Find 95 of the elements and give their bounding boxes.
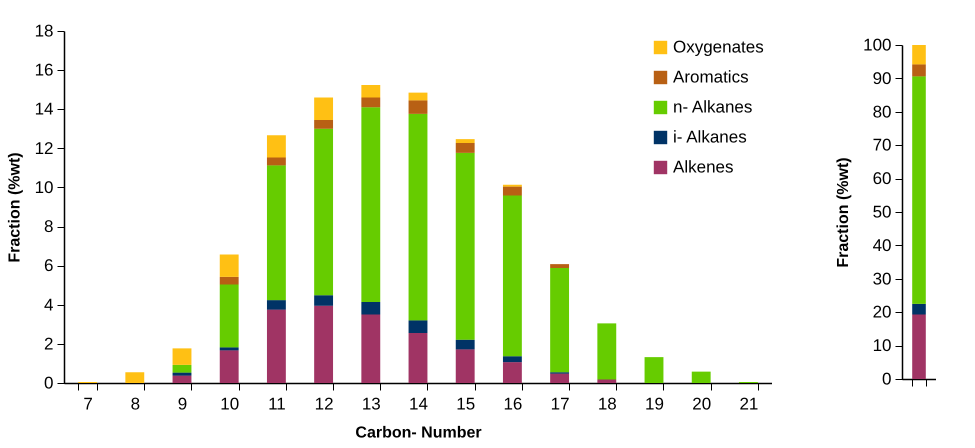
y-axis-title: Fraction (%wt) (6, 152, 24, 263)
y-tick-label: 20 (872, 302, 892, 322)
bar (361, 107, 380, 302)
bar (220, 284, 239, 348)
bar (314, 306, 334, 383)
bar (456, 143, 475, 153)
legend-label: Aromatics (673, 68, 749, 86)
y-tick-label: 10 (34, 178, 54, 197)
y-tick-label: 14 (34, 100, 54, 119)
bar (266, 310, 286, 383)
bar (172, 376, 192, 383)
y-axis-title: Fraction (%wt) (835, 157, 852, 268)
bar (550, 264, 570, 268)
y-tick-label: 16 (34, 60, 54, 80)
legend-label: Alkenes (673, 158, 734, 176)
bar (220, 350, 239, 383)
bar (408, 100, 428, 114)
y-tick-label: 90 (872, 68, 892, 88)
bar (314, 128, 334, 296)
y-tick-label: 30 (872, 269, 892, 288)
y-tick-label: 50 (872, 202, 892, 222)
x-tick-label: 8 (130, 394, 140, 414)
bar (912, 76, 926, 304)
y-tick-label: 2 (44, 334, 54, 354)
bar (361, 302, 380, 315)
x-tick-label: 17 (550, 394, 570, 414)
bar (220, 347, 239, 350)
x-tick-label: 11 (268, 394, 286, 414)
bar (912, 314, 926, 379)
bar (502, 362, 522, 383)
bar (361, 84, 380, 98)
bar (597, 323, 616, 380)
bar (125, 372, 144, 383)
x-tick-label: 10 (220, 394, 240, 414)
x-tick-label: 19 (645, 394, 664, 414)
x-tick-label: 16 (503, 394, 522, 414)
bar (220, 276, 239, 284)
y-tick-label: 60 (872, 169, 892, 188)
bar (912, 64, 926, 76)
y-tick-label: 0 (882, 370, 892, 388)
y-tick-label: 12 (34, 138, 54, 158)
bar (266, 300, 286, 310)
bar (266, 158, 286, 166)
bar (266, 135, 286, 158)
bar (408, 114, 428, 320)
bar (597, 379, 616, 383)
bar (361, 314, 380, 383)
bar (550, 374, 570, 383)
bar (502, 195, 522, 356)
bar (172, 372, 192, 376)
bar (692, 372, 711, 383)
legend-label: n- Alkanes (673, 98, 752, 116)
legend-label: i- Alkanes (673, 128, 747, 146)
x-tick-label: 7 (83, 394, 93, 414)
bar (502, 356, 522, 362)
y-tick-label: 8 (44, 217, 54, 236)
bar (912, 45, 926, 64)
y-tick-label: 10 (872, 336, 892, 356)
y-tick-label: 18 (34, 22, 54, 40)
x-tick-label: 9 (178, 394, 188, 414)
y-tick-label: 80 (872, 102, 892, 122)
bar (456, 139, 475, 144)
bar (550, 268, 570, 372)
y-tick-label: 70 (872, 136, 892, 155)
legend-label: Oxygenates (673, 38, 764, 56)
bar (456, 349, 475, 383)
bar (314, 120, 334, 129)
bar (408, 92, 428, 100)
bar (456, 340, 475, 350)
x-tick-label: 15 (456, 394, 476, 414)
y-tick-label: 40 (872, 236, 892, 255)
y-tick-label: 100 (863, 36, 892, 54)
bar (502, 186, 522, 196)
bar (266, 165, 286, 300)
bar (408, 332, 428, 383)
bar (456, 152, 475, 340)
y-tick-label: 4 (44, 295, 54, 314)
bar (172, 348, 192, 365)
x-tick-label: 20 (692, 394, 712, 414)
x-tick-label: 13 (362, 394, 381, 414)
x-tick-label: 14 (409, 394, 428, 414)
bar (361, 97, 380, 108)
x-axis-title: Carbon- Number (355, 424, 482, 442)
bar (408, 320, 428, 333)
bar (172, 364, 192, 373)
x-tick-label: 12 (314, 394, 334, 414)
bar (220, 254, 239, 277)
y-tick-label: 6 (44, 256, 54, 276)
bar (314, 295, 334, 306)
bar (644, 357, 664, 383)
y-tick-label: 0 (44, 374, 54, 392)
x-tick-label: 18 (598, 394, 617, 414)
x-tick-label: 21 (739, 394, 758, 414)
bar (912, 304, 926, 315)
bar (314, 97, 334, 120)
